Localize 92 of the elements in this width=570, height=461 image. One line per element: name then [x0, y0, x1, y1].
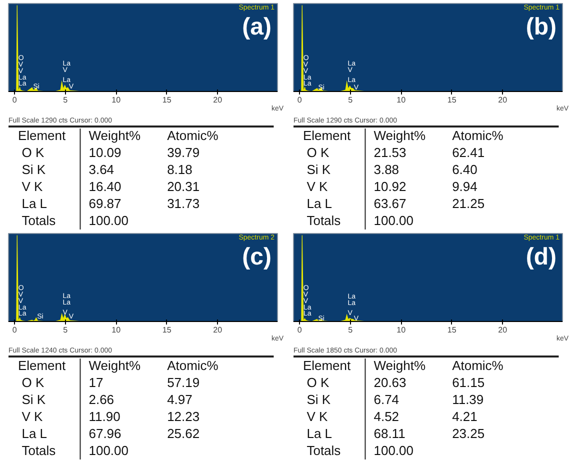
- category-label: Totals: [306, 443, 342, 458]
- data-label: 21.53: [374, 145, 406, 160]
- category-label: V K: [22, 409, 43, 424]
- data-label: 31.73: [167, 196, 200, 211]
- x-tick-label: 20: [213, 96, 223, 104]
- x-tick-label: 5: [348, 96, 354, 104]
- data-label: 9.94: [452, 179, 478, 194]
- data-label: 100.00: [88, 443, 128, 458]
- data-label: 23.25: [452, 426, 485, 441]
- x-tick-label: 5: [348, 326, 354, 334]
- text: Element: [302, 358, 352, 373]
- text: Atomic%: [167, 358, 219, 373]
- data-label: 11.90: [88, 409, 120, 424]
- text: Element: [18, 358, 66, 373]
- data-label: 62.41: [452, 145, 485, 160]
- data-label: 8.18: [167, 162, 192, 177]
- x-tick-label: 5: [63, 96, 68, 104]
- category-label: Totals: [22, 213, 56, 228]
- data-label: 6.74: [374, 392, 400, 407]
- data-label: 10.92: [374, 179, 406, 194]
- data-label: 100.00: [88, 213, 128, 228]
- x-tick-label: 20: [213, 326, 223, 334]
- category-label: Si K: [306, 392, 331, 407]
- data-label: 12.23: [167, 409, 200, 424]
- x-tick-label: 15: [162, 326, 172, 334]
- x-tick-label: 0: [297, 326, 302, 334]
- text: Atomic%: [452, 358, 504, 373]
- data-label: 11.39: [452, 392, 484, 407]
- category-label: Totals: [306, 213, 342, 228]
- x-tick-label: 10: [396, 96, 406, 104]
- data-label: 10.09: [88, 145, 122, 160]
- category-label: La L: [22, 426, 48, 441]
- category-label: V K: [306, 409, 328, 424]
- data-label: 4.52: [374, 409, 400, 424]
- text: Weight%: [88, 358, 141, 373]
- category-label: Si K: [22, 162, 46, 177]
- x-tick-label: 0: [12, 96, 18, 104]
- data-label: 2.66: [88, 392, 114, 407]
- chart-title: (a): [242, 14, 272, 40]
- category-label: O K: [306, 145, 330, 160]
- data-label: 68.11: [374, 426, 406, 441]
- data-label: 4.97: [167, 392, 192, 407]
- category-label: La L: [306, 196, 332, 211]
- x-tick-label: 0: [297, 96, 302, 104]
- category-label: O K: [22, 375, 44, 390]
- text: Atomic%: [167, 128, 219, 143]
- data-label: 20.31: [167, 179, 200, 194]
- text: Atomic%: [452, 128, 504, 143]
- text: Weight%: [374, 358, 426, 373]
- data-label: 100.00: [374, 213, 414, 228]
- x-tick-label: 15: [162, 96, 172, 104]
- data-label: 21.25: [452, 196, 485, 211]
- data-label: 17: [88, 375, 104, 390]
- x-tick-label: 20: [498, 326, 508, 334]
- x-tick-label: 10: [112, 96, 122, 104]
- category-label: V K: [22, 179, 43, 194]
- data-label: 67.96: [88, 426, 122, 441]
- text: Weight%: [88, 128, 141, 143]
- x-tick-label: 10: [112, 326, 122, 334]
- data-label: 4.21: [452, 409, 478, 424]
- data-label: 69.87: [88, 196, 122, 211]
- category-label: Si K: [306, 162, 331, 177]
- data-label: 6.40: [452, 162, 478, 177]
- chart-title: (d): [526, 244, 557, 270]
- data-label: 16.40: [88, 179, 122, 194]
- text: Element: [302, 128, 352, 143]
- x-tick-label: 15: [447, 96, 457, 104]
- category-label: O K: [22, 145, 44, 160]
- data-label: 3.88: [374, 162, 400, 177]
- data-label: 25.62: [167, 426, 200, 441]
- category-label: La L: [22, 196, 48, 211]
- chart-title: (b): [526, 14, 557, 40]
- data-label: 61.15: [452, 375, 485, 390]
- category-label: La L: [306, 426, 332, 441]
- category-label: O K: [306, 375, 330, 390]
- data-label: 100.00: [374, 443, 414, 458]
- text: Element: [18, 128, 66, 143]
- data-label: 3.64: [88, 162, 114, 177]
- x-tick-label: 10: [396, 326, 406, 334]
- x-tick-label: 15: [447, 326, 457, 334]
- category-label: V K: [306, 179, 328, 194]
- category-label: Si K: [22, 392, 46, 407]
- chart-title: (c): [242, 244, 272, 270]
- data-label: 39.79: [167, 145, 200, 160]
- category-label: Totals: [22, 443, 56, 458]
- data-label: 57.19: [167, 375, 200, 390]
- x-tick-label: 20: [498, 96, 508, 104]
- x-tick-label: 0: [12, 326, 18, 334]
- data-label: 63.67: [374, 196, 406, 211]
- text: Weight%: [374, 128, 426, 143]
- data-label: 20.63: [374, 375, 406, 390]
- x-tick-label: 5: [63, 326, 68, 334]
